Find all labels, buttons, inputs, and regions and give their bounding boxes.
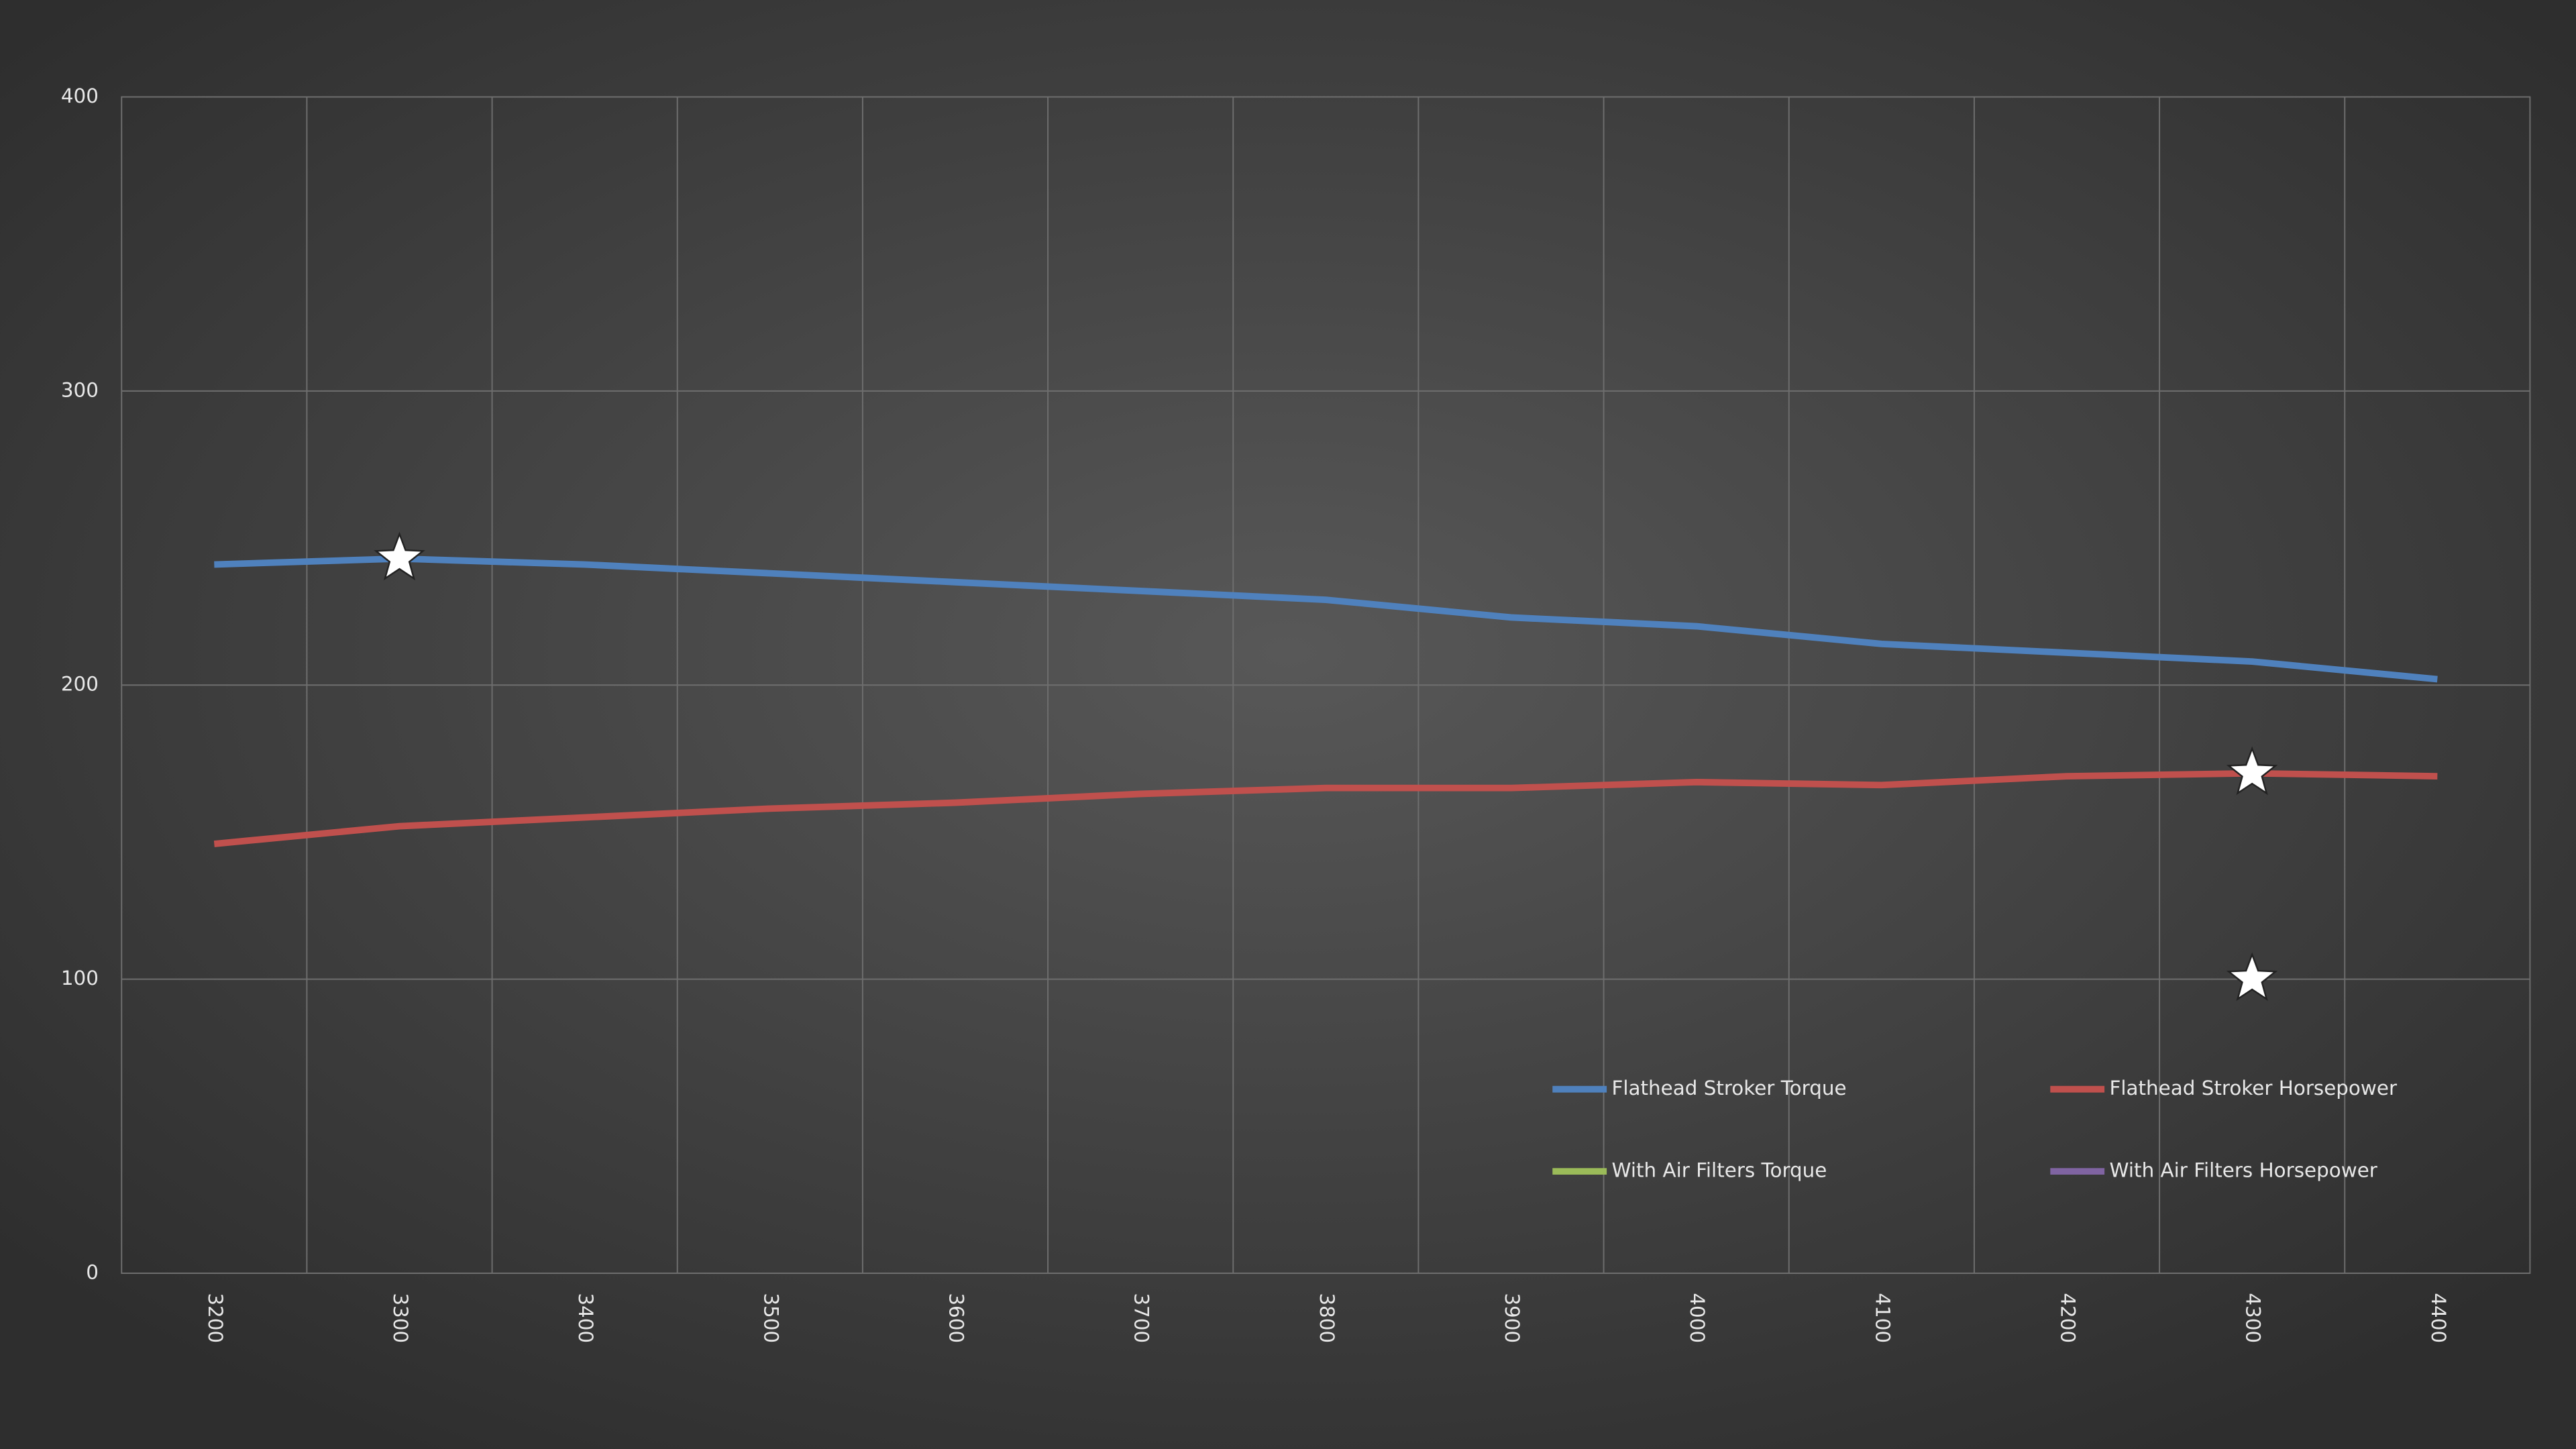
legend-label: With Air Filters Torque xyxy=(1611,1159,1827,1182)
x-tick-label: 3400 xyxy=(574,1293,597,1343)
x-tick-label: 3700 xyxy=(1130,1293,1153,1343)
legend-label: Flathead Stroker Torque xyxy=(1611,1077,1846,1099)
star-marker xyxy=(2226,952,2278,1002)
y-tick-label: 200 xyxy=(61,673,99,696)
y-tick-label: 0 xyxy=(86,1260,99,1283)
y-tick-label: 100 xyxy=(61,967,99,989)
star-marker xyxy=(374,531,425,581)
x-tick-label: 3900 xyxy=(1501,1293,1523,1343)
legend-label: Flathead Stroker Horsepower xyxy=(2109,1077,2397,1099)
x-tick-label: 3200 xyxy=(204,1293,227,1343)
legend-label: With Air Filters Horsepower xyxy=(2109,1159,2377,1182)
x-tick-label: 4000 xyxy=(1686,1293,1709,1343)
y-tick-label: 400 xyxy=(61,85,99,107)
x-tick-label: 4400 xyxy=(2427,1293,2450,1343)
star-marker xyxy=(2226,746,2278,796)
x-tick-label: 4100 xyxy=(1871,1293,1894,1343)
x-tick-label: 3500 xyxy=(759,1293,782,1343)
x-tick-label: 3800 xyxy=(1316,1293,1338,1343)
x-tick-label: 3600 xyxy=(945,1293,967,1343)
y-tick-label: 300 xyxy=(61,378,99,401)
x-tick-label: 4300 xyxy=(2242,1293,2265,1343)
x-tick-label: 3300 xyxy=(389,1293,412,1343)
x-tick-label: 4200 xyxy=(2057,1293,2080,1343)
series-line xyxy=(213,769,2438,847)
series-line xyxy=(214,555,2438,683)
